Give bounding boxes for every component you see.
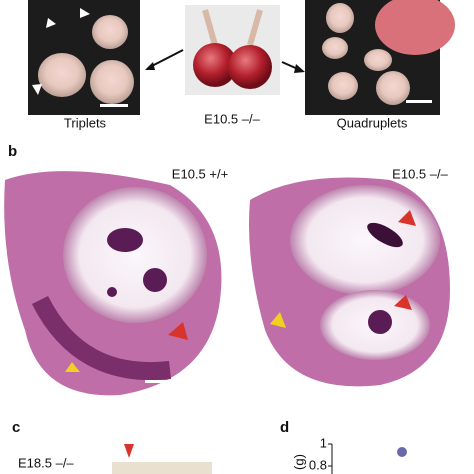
label: E10.5 –/– xyxy=(392,166,448,181)
tick-label: 1 xyxy=(320,435,327,450)
label: Triplets xyxy=(64,115,107,130)
label: E10.5 –/– xyxy=(204,111,260,126)
histology-mutant xyxy=(249,177,450,387)
histology-wildtype xyxy=(4,171,222,396)
arrow xyxy=(147,49,184,69)
axis-label: (g) xyxy=(291,454,306,470)
photo-edge xyxy=(112,462,212,474)
label: E18.5 –/– xyxy=(18,455,74,470)
label: E10.5 +/+ xyxy=(172,166,228,181)
tick-label: 0.8 xyxy=(309,457,327,472)
label: Quadruplets xyxy=(337,115,408,130)
photo-quadruplets xyxy=(305,0,455,115)
panel-letter: b xyxy=(8,143,17,160)
panel-letter: c xyxy=(12,419,20,436)
photo-uterus xyxy=(185,5,280,95)
panel-letter: d xyxy=(280,419,289,436)
photo-triplets xyxy=(28,0,150,115)
dot xyxy=(397,447,407,457)
